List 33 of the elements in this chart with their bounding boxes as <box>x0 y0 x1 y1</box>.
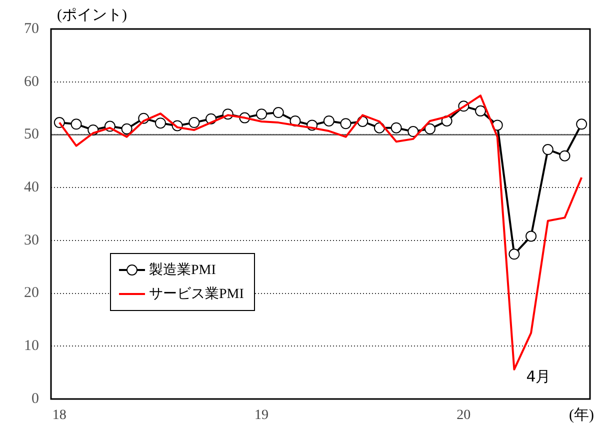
legend-label: サービス業PMI <box>149 286 244 303</box>
x-axis-title: (年) <box>569 406 594 424</box>
point <box>424 123 436 134</box>
point <box>121 123 132 134</box>
point <box>390 122 402 134</box>
y-tick-label: 0 <box>32 390 39 407</box>
x-tick-label: 19 <box>254 408 269 424</box>
point <box>508 248 520 260</box>
point <box>475 105 486 116</box>
annotation: 4月 <box>526 367 551 386</box>
x-tick-label: 20 <box>456 408 471 424</box>
point <box>408 126 419 138</box>
y-axis-title: (ポイント) <box>57 7 127 24</box>
y-tick-label: 40 <box>24 180 39 196</box>
legend-label: 製造業PMI <box>149 262 216 279</box>
point <box>154 118 166 129</box>
y-tick-label: 50 <box>24 126 39 143</box>
y-tick-label: 20 <box>24 285 39 302</box>
y-tick-label: 70 <box>24 20 39 37</box>
point <box>340 118 352 130</box>
point <box>323 115 334 126</box>
point <box>576 118 588 130</box>
point <box>542 144 554 156</box>
y-tick-label: 10 <box>24 338 39 354</box>
point <box>272 107 284 118</box>
y-tick-label: 30 <box>24 232 39 248</box>
point <box>188 117 200 128</box>
point <box>559 150 570 162</box>
x-tick-label: 18 <box>52 408 66 424</box>
point <box>70 118 82 130</box>
point <box>526 230 537 242</box>
y-tick-label: 60 <box>24 74 39 90</box>
point <box>256 108 268 120</box>
